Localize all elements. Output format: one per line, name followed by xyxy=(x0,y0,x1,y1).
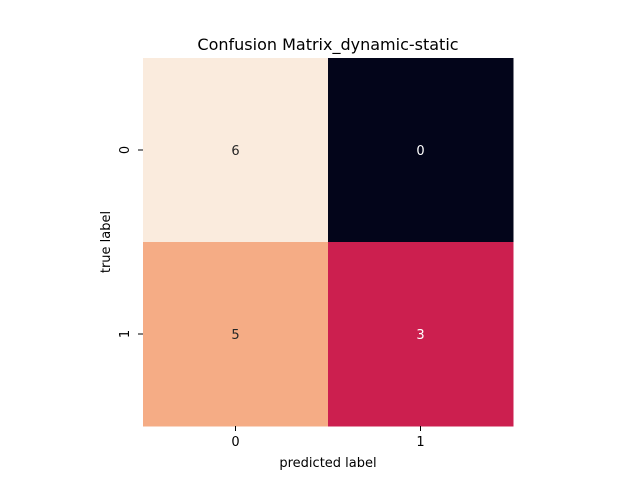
cell-value-label-1-1: 3 xyxy=(416,328,424,343)
cell-value-label-1-0: 5 xyxy=(231,328,239,343)
x-tick-label-0: 0 xyxy=(231,435,239,450)
cell-value-label-0-0: 6 xyxy=(231,144,239,159)
y-tick-label-1: 1 xyxy=(118,330,133,338)
heatmap-annotations: 6 0 5 3 xyxy=(231,144,424,343)
heatmap-cell-0-0 xyxy=(143,58,329,243)
heatmap-cells xyxy=(143,58,514,427)
x-tick-label-1: 1 xyxy=(416,435,424,450)
y-axis-label: true label xyxy=(99,211,114,273)
heatmap-cell-1-0 xyxy=(143,242,329,427)
cell-value-label-0-1: 0 xyxy=(416,144,424,159)
y-tick-label-0: 0 xyxy=(118,146,133,154)
x-axis-label: predicted label xyxy=(279,456,376,471)
heatmap-cell-0-1 xyxy=(328,58,514,243)
y-axis-ticks: 01 xyxy=(118,146,143,338)
heatmap-cell-1-1 xyxy=(328,242,514,427)
chart-title: Confusion Matrix_dynamic-static xyxy=(197,35,458,55)
